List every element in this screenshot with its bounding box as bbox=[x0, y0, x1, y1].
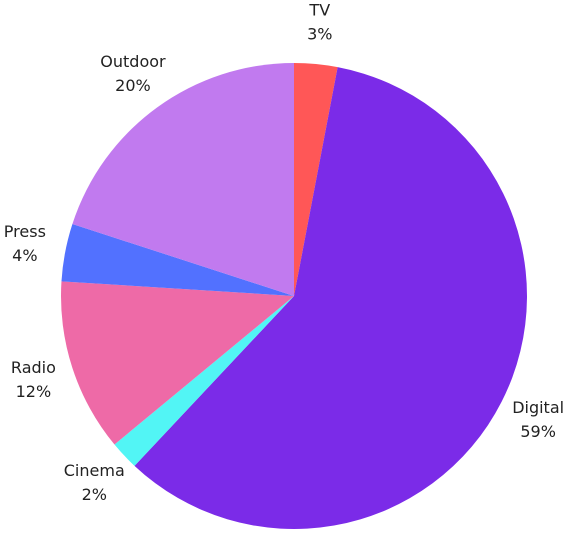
slice-value: 12% bbox=[16, 382, 52, 401]
slice-label: TV bbox=[308, 1, 330, 20]
slice-label: Press bbox=[4, 222, 46, 241]
pie-slice bbox=[61, 281, 295, 445]
slice-label: Cinema bbox=[64, 461, 125, 480]
slice-value: 2% bbox=[82, 485, 107, 504]
pie-slice bbox=[294, 63, 338, 296]
slice-label: Outdoor bbox=[100, 52, 166, 71]
slice-value: 20% bbox=[115, 76, 151, 95]
pie-slice bbox=[72, 63, 294, 296]
pie-slice bbox=[114, 296, 294, 466]
slice-value: 3% bbox=[307, 25, 332, 44]
slice-label: Digital bbox=[512, 398, 564, 417]
slice-value: 4% bbox=[12, 246, 37, 265]
slice-value: 59% bbox=[520, 422, 556, 441]
pie-slice bbox=[134, 67, 527, 529]
slice-label: Radio bbox=[11, 358, 56, 377]
pie-slice bbox=[61, 223, 294, 296]
